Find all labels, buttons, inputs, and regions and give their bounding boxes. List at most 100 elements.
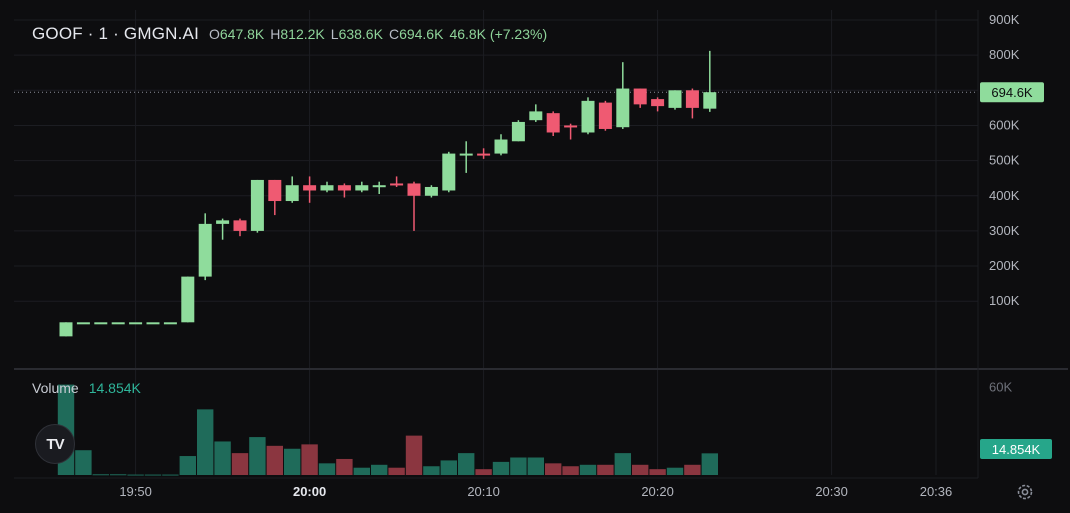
low-value: 638.6K xyxy=(338,26,383,42)
symbol-title[interactable]: GOOF · 1 · GMGN.AI xyxy=(32,24,199,43)
volume-bar xyxy=(614,453,631,475)
volume-bar xyxy=(75,450,92,475)
volume-bar xyxy=(492,461,510,475)
current-price-tag-label: 694.6K xyxy=(991,85,1033,100)
candle-body xyxy=(407,183,421,196)
candle-body xyxy=(198,223,212,277)
candle-body xyxy=(320,185,334,191)
volume-bar xyxy=(388,467,405,475)
volume-bar xyxy=(214,441,231,475)
candle-body xyxy=(511,121,525,142)
volume-bar xyxy=(597,464,614,475)
candle-body xyxy=(59,322,73,337)
price-tick-label: 400K xyxy=(989,188,1020,203)
candle-body xyxy=(163,322,177,325)
candle-body xyxy=(285,185,299,202)
price-tick-label: 800K xyxy=(989,47,1020,62)
change-value: 46.8K (+7.23%) xyxy=(449,26,548,42)
gear-icon[interactable] xyxy=(1016,483,1034,501)
high-label: H xyxy=(270,26,281,42)
volume-bar xyxy=(475,469,492,475)
price-tick-label: 100K xyxy=(989,293,1020,308)
current-volume-tag-label: 14.854K xyxy=(992,442,1041,457)
volume-bar xyxy=(336,458,353,475)
candle-body xyxy=(564,125,578,128)
candle-body xyxy=(424,186,438,196)
candle-body xyxy=(546,113,560,133)
time-tick-label: 20:30 xyxy=(815,484,848,499)
volume-bar xyxy=(197,409,214,475)
time-tick-label: 20:00 xyxy=(293,484,326,499)
time-tick-label: 20:10 xyxy=(467,484,500,499)
candle-body xyxy=(76,322,90,325)
tradingview-logo-icon[interactable]: TV xyxy=(35,424,75,464)
candle-body xyxy=(442,153,456,191)
volume-bar xyxy=(510,457,527,475)
candle-body xyxy=(372,185,386,188)
volume-tick-label: 60K xyxy=(989,380,1012,395)
time-tick-label: 20:36 xyxy=(920,484,953,499)
volume-bar xyxy=(266,445,283,475)
volume-bar xyxy=(423,466,440,475)
volume-bar xyxy=(249,437,266,475)
volume-bar xyxy=(684,464,701,475)
time-tick-label: 20:20 xyxy=(641,484,674,499)
price-tick-label: 200K xyxy=(989,258,1020,273)
low-label: L xyxy=(330,26,339,42)
volume-bar xyxy=(701,453,718,475)
volume-value: 14.854K xyxy=(88,380,141,396)
candle-body xyxy=(268,179,282,202)
close-value: 694.6K xyxy=(399,26,444,42)
volume-bar xyxy=(301,444,318,475)
close-label: C xyxy=(388,26,400,42)
candle-body xyxy=(181,276,195,323)
candle-body xyxy=(529,111,543,121)
volume-bar xyxy=(632,464,649,475)
candle-body xyxy=(94,322,108,325)
volume-bar xyxy=(545,463,562,475)
price-tick-label: 300K xyxy=(989,223,1020,238)
candle-body xyxy=(233,220,247,231)
volume-legend: Volume 14.854K xyxy=(32,380,141,396)
candle-body xyxy=(111,322,125,325)
candle-body xyxy=(668,90,682,108)
current-volume-tag xyxy=(980,439,1052,459)
price-tick-label: 600K xyxy=(989,117,1020,132)
candle-body xyxy=(651,99,665,107)
current-price-tag xyxy=(980,82,1044,103)
candle-body xyxy=(355,185,369,191)
volume-bar xyxy=(440,460,457,475)
volume-bar xyxy=(458,453,475,475)
volume-bar xyxy=(162,474,179,476)
candle-body xyxy=(250,179,264,231)
volume-bar xyxy=(562,466,579,475)
volume-bar xyxy=(353,467,370,475)
volume-bar xyxy=(666,467,684,475)
ohlc-values: O647.8K H812.2K L638.6K C694.6K 46.8K (+… xyxy=(209,26,547,42)
volume-bar xyxy=(284,448,301,475)
candle-body xyxy=(477,153,491,156)
candle-body xyxy=(633,88,647,105)
volume-bar xyxy=(579,464,597,475)
volume-bar xyxy=(92,474,109,476)
candle-body xyxy=(685,90,699,108)
candle-body xyxy=(337,185,351,191)
volume-bar xyxy=(110,474,127,476)
candle-body xyxy=(129,322,143,325)
volume-bar xyxy=(318,463,336,475)
volume-bar xyxy=(371,464,388,475)
volume-bar xyxy=(127,474,144,476)
volume-bar xyxy=(231,453,249,475)
chart-legend: GOOF · 1 · GMGN.AI O647.8K H812.2K L638.… xyxy=(32,24,547,44)
open-label: O xyxy=(209,26,220,42)
volume-label: Volume xyxy=(32,380,79,396)
candle-body xyxy=(303,185,317,191)
candle-body xyxy=(581,100,595,133)
open-value: 647.8K xyxy=(219,26,265,42)
price-tick-label: 500K xyxy=(989,153,1020,168)
candle-body xyxy=(146,322,160,325)
time-tick-label: 19:50 xyxy=(119,484,152,499)
volume-bar xyxy=(144,474,162,476)
volume-bar xyxy=(649,469,666,475)
